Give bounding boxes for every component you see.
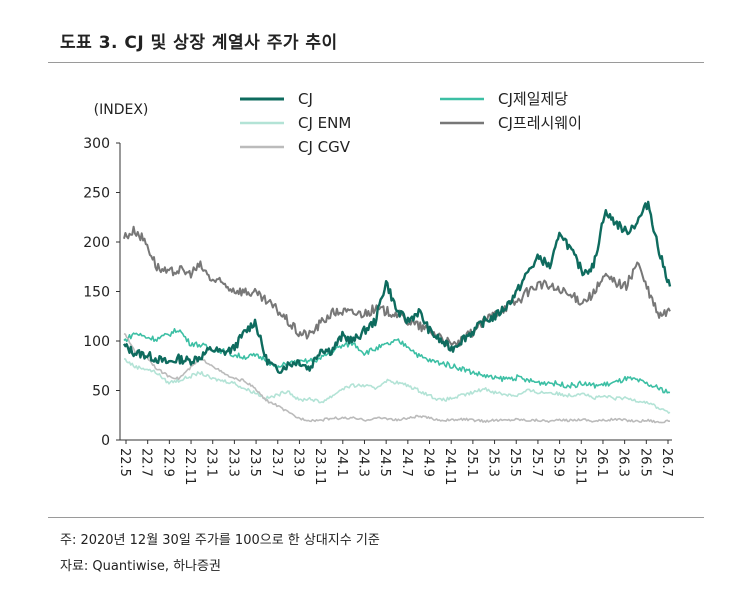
x-tick-label: 23.3 <box>225 448 240 477</box>
x-tick-label: 24.9 <box>421 448 436 477</box>
series-line-0 <box>122 200 672 374</box>
y-tick-label: 100 <box>83 334 110 350</box>
x-tick-label: 26.1 <box>594 448 609 477</box>
legend-label: CJ CGV <box>298 138 351 156</box>
x-tick-label: 23.11 <box>312 448 327 485</box>
x-tick-label: 22.7 <box>139 448 154 477</box>
x-tick-label: 24.1 <box>334 448 349 477</box>
series-line-2 <box>123 358 671 414</box>
x-tick-label: 22.11 <box>182 448 197 485</box>
legend-label: CJ <box>298 90 313 108</box>
y-tick-label: 300 <box>83 136 110 152</box>
source-note: 자료: Quantiwise, 하나증권 <box>60 559 221 574</box>
x-tick-label: 23.5 <box>247 448 262 477</box>
footnote: 주: 2020년 12월 30일 주가를 100으로 한 상대지수 기준 <box>60 533 380 548</box>
chart-title: 도표 3. CJ 및 상장 계열사 주가 추이 <box>60 33 338 53</box>
series-line-4 <box>123 333 670 424</box>
x-tick-label: 24.3 <box>355 448 370 477</box>
x-tick-label: 26.7 <box>659 448 674 477</box>
y-tick-label: 200 <box>83 235 110 251</box>
x-tick-label: 25.9 <box>551 448 566 477</box>
series-line-3 <box>123 225 671 347</box>
x-tick-label: 25.5 <box>507 448 522 477</box>
y-tick-label: 250 <box>83 186 110 202</box>
x-tick-label: 26.3 <box>616 448 631 477</box>
x-tick-label: 22.9 <box>160 448 175 477</box>
x-tick-label: 25.11 <box>572 448 587 485</box>
y-tick-label: 0 <box>101 433 110 449</box>
y-axis-label: (INDEX) <box>94 102 149 118</box>
x-tick-label: 22.5 <box>117 448 132 477</box>
x-tick-label: 25.3 <box>486 448 501 477</box>
x-tick-label: 25.7 <box>529 448 544 477</box>
x-tick-label: 23.7 <box>269 448 284 477</box>
series-line-1 <box>123 328 671 394</box>
top-divider <box>48 62 704 63</box>
y-tick-label: 150 <box>83 285 110 301</box>
legend-label: CJ제일제당 <box>498 90 568 108</box>
legend-label: CJ프레시웨이 <box>498 114 582 132</box>
bottom-divider <box>48 517 704 518</box>
y-tick-label: 50 <box>92 384 110 400</box>
x-tick-label: 24.5 <box>377 448 392 477</box>
x-tick-label: 26.5 <box>637 448 652 477</box>
x-tick-label: 23.9 <box>290 448 305 477</box>
legend-label: CJ ENM <box>298 114 351 132</box>
x-tick-label: 24.11 <box>442 448 457 485</box>
x-tick-label: 25.1 <box>464 448 479 477</box>
x-tick-label: 24.7 <box>399 448 414 477</box>
x-tick-label: 23.1 <box>204 448 219 477</box>
